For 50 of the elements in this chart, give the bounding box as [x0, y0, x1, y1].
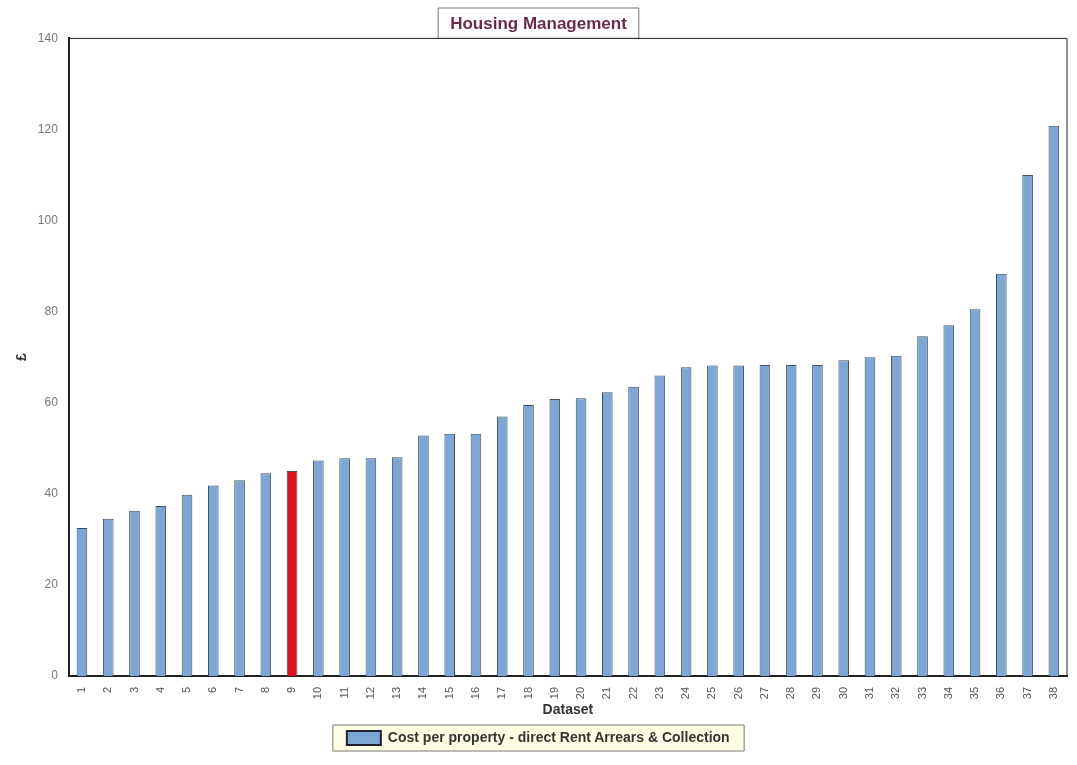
- legend-label: Cost per property - direct Rent Arrears & Collection: [387, 728, 730, 745]
- x-tick-label: 11: [337, 686, 350, 699]
- y-tick-label: 140: [37, 30, 59, 45]
- y-axis-title: £: [13, 353, 30, 362]
- x-tick-label: 8: [258, 686, 271, 694]
- x-tick-label: 37: [1020, 686, 1033, 700]
- x-tick-label: 34: [941, 686, 954, 700]
- y-tick-label: 20: [44, 577, 59, 592]
- chart-title: Housing Management: [450, 13, 628, 33]
- x-tick-label: 30: [836, 686, 849, 700]
- x-tick-label: 28: [784, 686, 797, 700]
- x-tick-label: 23: [652, 686, 665, 700]
- y-tick-label: 80: [44, 303, 59, 318]
- y-tick-label: 120: [37, 121, 59, 136]
- y-tick-label: 40: [44, 486, 59, 501]
- x-tick-label: 13: [390, 686, 403, 700]
- x-tick-label: 38: [1046, 686, 1059, 700]
- x-tick-label: 3: [127, 686, 140, 694]
- y-tick-label: 100: [37, 212, 59, 227]
- x-tick-label: 17: [495, 686, 508, 700]
- x-tick-label: 24: [679, 686, 692, 700]
- y-tick-label: 0: [51, 668, 59, 683]
- x-tick-label: 35: [968, 686, 981, 700]
- x-tick-label: 27: [757, 686, 770, 700]
- x-tick-label: 16: [469, 686, 481, 700]
- x-tick-label: 36: [994, 686, 1007, 700]
- x-tick-label: 12: [363, 686, 376, 700]
- x-tick-label: 9: [285, 686, 298, 694]
- y-tick-label: 60: [44, 395, 59, 410]
- x-tick-label: 14: [416, 686, 429, 700]
- x-tick-label: 32: [889, 686, 902, 700]
- x-tick-label: 4: [153, 686, 166, 694]
- x-tick-label: 15: [442, 686, 455, 700]
- x-tick-label: 29: [810, 686, 823, 700]
- x-tick-label: 22: [626, 686, 639, 700]
- x-tick-label: 10: [311, 686, 324, 700]
- x-tick-label: 1: [74, 686, 87, 694]
- x-tick-label: 6: [206, 686, 219, 694]
- x-tick-label: 20: [574, 686, 587, 700]
- x-tick-label: 18: [521, 686, 534, 700]
- x-tick-label: 19: [547, 686, 560, 700]
- x-axis-title: Dataset: [542, 701, 594, 718]
- x-tick-label: 33: [915, 686, 928, 700]
- x-tick-label: 26: [731, 686, 744, 700]
- x-tick-label: 25: [705, 686, 718, 700]
- x-tick-label: 21: [600, 686, 613, 700]
- x-tick-label: 5: [180, 686, 193, 694]
- x-tick-label: 2: [101, 686, 114, 694]
- x-tick-label: 31: [863, 686, 876, 700]
- x-tick-label: 7: [232, 686, 245, 694]
